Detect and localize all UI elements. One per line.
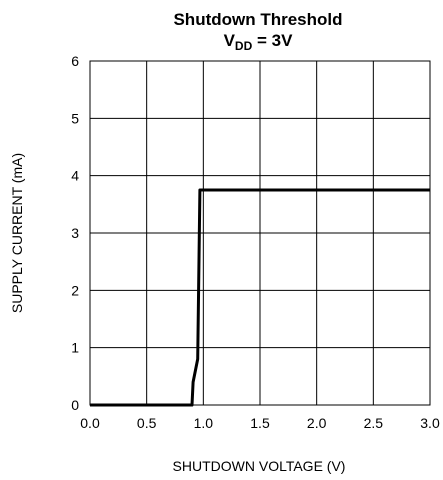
y-tick-label: 2 xyxy=(71,282,79,298)
x-axis-label: SHUTDOWN VOLTAGE (V) xyxy=(173,458,346,474)
x-tick-label: 2.5 xyxy=(364,415,384,431)
x-tick-label: 0.0 xyxy=(80,415,100,431)
y-tick-label: 4 xyxy=(71,168,79,184)
x-tick-label: 0.5 xyxy=(137,415,157,431)
tick-labels: 0.0 0.5 1.0 1.5 2.0 2.5 3.0 0 1 2 3 4 5 6 xyxy=(71,53,440,431)
x-tick-label: 1.5 xyxy=(250,415,270,431)
x-tick-label: 3.0 xyxy=(420,415,440,431)
y-tick-label: 3 xyxy=(71,225,79,241)
x-tick-label: 2.0 xyxy=(307,415,327,431)
chart-title: Shutdown Threshold xyxy=(173,10,342,29)
subtitle-rest: = 3V xyxy=(252,31,293,50)
chart-subtitle: VDD = 3V xyxy=(224,31,294,53)
y-tick-label: 6 xyxy=(71,53,79,69)
y-tick-label: 5 xyxy=(71,110,79,126)
subtitle-subscript: DD xyxy=(235,39,253,53)
y-axis-label: SUPPLY CURRENT (mA) xyxy=(9,153,25,313)
x-tick-label: 1.0 xyxy=(194,415,214,431)
y-tick-label: 0 xyxy=(71,397,79,413)
grid xyxy=(90,61,430,405)
subtitle-base: V xyxy=(224,31,236,50)
plot-frame xyxy=(89,60,431,406)
y-tick-label: 1 xyxy=(71,340,79,356)
